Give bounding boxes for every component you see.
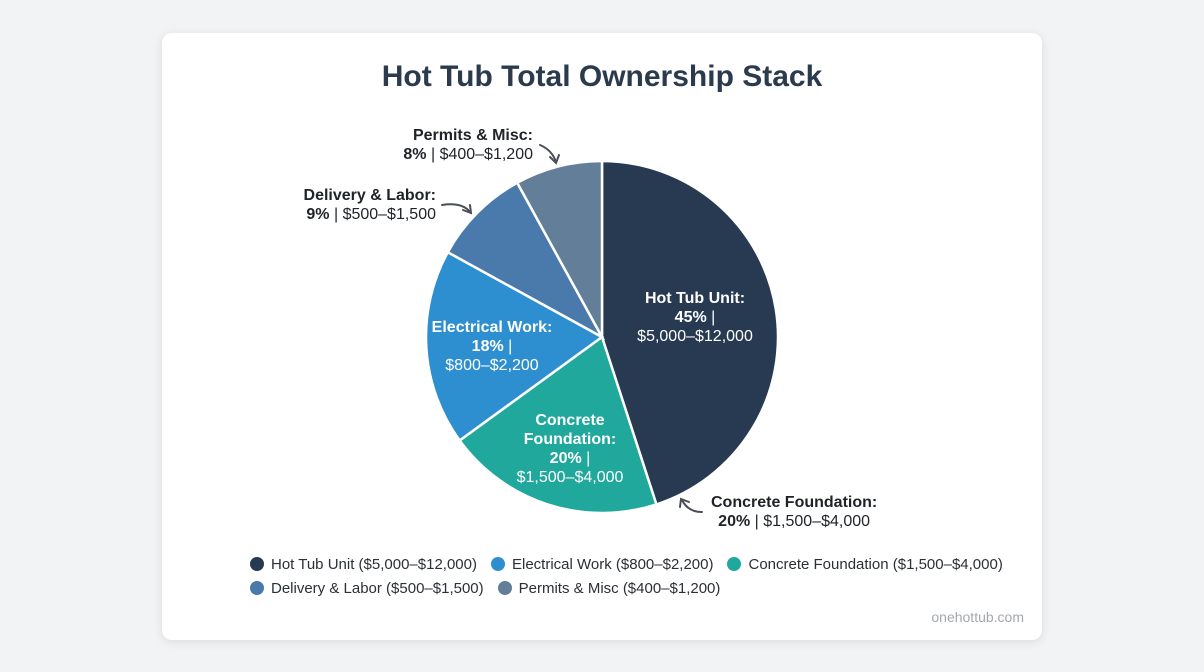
legend-swatch [490, 557, 505, 571]
legend-item-permits: Permits & Misc ($400–$1,200) [497, 580, 720, 597]
legend-swatch [250, 581, 264, 595]
arrow-permits [539, 144, 557, 163]
label-concrete-inner: Concrete Foundation: 20% | $1,500–$4,000 [516, 412, 624, 486]
label-delivery: Delivery & Labor: 9% | $500–$1,500 [303, 187, 436, 223]
chart-title: Hot Tub Total Ownership Stack [381, 60, 823, 93]
arrow-delivery-head [462, 204, 473, 215]
pie-slice-permits-misc [515, 159, 604, 338]
pie-slice-hot-tub-unit [600, 159, 780, 506]
arrow-concrete-head [679, 497, 690, 508]
legend-item-concrete: Concrete Foundation ($1,500–$4,000) [727, 556, 1003, 573]
pie-slice-delivery-labor [446, 181, 606, 341]
legend-swatch [727, 557, 742, 571]
legend-item-hot-tub: Hot Tub Unit ($5,000–$12,000) [250, 556, 477, 573]
arrow-permits-head [549, 154, 560, 165]
arrow-delivery [441, 203, 471, 213]
legend-item-electrical: Electrical Work ($800–$2,200) [490, 556, 713, 573]
label-concrete-outer: Concrete Foundation: 20% | $1,500–$4,000 [711, 494, 878, 530]
label-hot-tub: Hot Tub Unit: 45% | $5,000–$12,000 [637, 290, 753, 345]
legend-swatch [497, 581, 512, 595]
pie-slice-electrical-work [424, 250, 605, 443]
pie-slice-concrete-foundation [457, 334, 658, 515]
label-electrical: Electrical Work: 18% | $800–$2,200 [431, 319, 553, 374]
arrow-concrete [681, 499, 703, 513]
legend-swatch [250, 557, 264, 571]
legend-item-delivery: Delivery & Labor ($500–$1,500) [250, 580, 484, 597]
label-permits: Permits & Misc: 8% | $400–$1,200 [403, 127, 533, 163]
legend: Hot Tub Unit ($5,000–$12,000) Electrical… [250, 552, 1017, 600]
footer-source: onehottub.com [931, 609, 1024, 625]
